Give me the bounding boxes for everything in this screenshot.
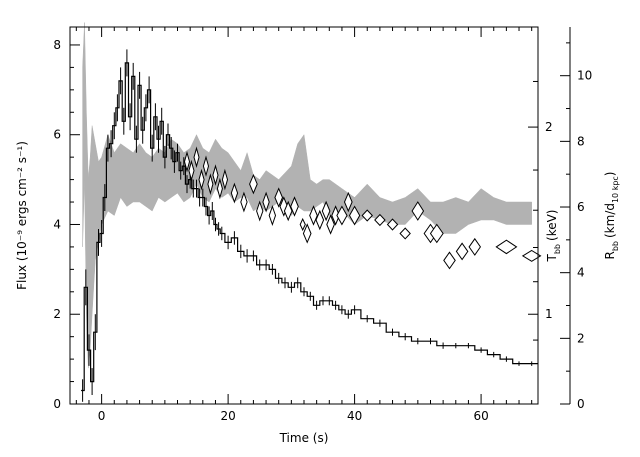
temperature-diamond [468,237,482,256]
temperature-diamond [198,168,205,191]
temperature-diamond [279,196,289,217]
temperature-diamond [290,196,299,217]
temp-title-sub: bb [553,244,562,254]
radius-band [82,22,532,369]
flux-histogram [81,62,538,392]
temp-title-unit: (keV) [545,210,559,241]
temperature-diamond [212,164,219,186]
temperature-diamond [399,227,411,240]
temperature-diamond [386,218,399,231]
x-tick-label: 40 [347,409,362,423]
temperature-diamond [274,187,284,208]
temperature-diamond [268,204,277,227]
radius-title-unit: (km/d [603,203,617,238]
temperature-diamond [256,200,264,222]
y-axis-temperature-title: Tbb (keV) [545,210,562,263]
y-left-tick-label: 0 [53,397,61,411]
temperature-diamond [309,205,318,226]
y-radius-tick-label: 4 [577,266,585,280]
temperature-diamond [299,217,306,232]
temperature-diamond [202,155,210,177]
y-radius-tick-label: 8 [577,134,585,148]
temperature-diamond [429,223,444,244]
temperature-diamond [326,214,335,235]
y-radius-tick-label: 6 [577,200,585,214]
radius-title-sub: bb [611,241,620,251]
radius-band-layer [82,22,532,369]
temperature-diamond [374,213,386,227]
temp-title-main: T [545,253,559,262]
y-left-tick-label: 6 [53,128,61,142]
temperature-diamond [249,173,258,195]
temperature-diamond [348,205,361,226]
temperature-diamond-layer [183,146,542,270]
flux-histogram-layer [81,49,538,402]
temperature-diamond [411,201,425,221]
y-left-tick-label: 8 [53,38,61,52]
x-tick-label: 20 [220,409,235,423]
temperature-diamond [343,191,353,213]
radius-title-unit-end: ) [603,171,617,176]
temperature-diamond [443,251,456,270]
temperature-diamond [216,177,223,200]
radius-title-unit-sub: 10 kpc [611,176,620,203]
y-left-tick-label: 2 [53,307,61,321]
x-tick-label: 0 [98,409,106,423]
temperature-diamond [321,200,331,222]
temperature-diamond [183,150,191,173]
y-axis-left-title: Flux (10⁻⁹ ergs cm⁻² s⁻¹) [15,141,29,290]
y-left-tick-label: 4 [53,217,61,231]
temperature-diamond [207,173,214,195]
x-axis-title: Time (s) [279,431,329,445]
temperature-diamond [302,223,312,244]
temperature-diamond [221,168,229,191]
temperature-diamond [240,191,248,213]
temperature-diamond [495,239,518,255]
temperature-diamond [193,146,200,168]
y-axis-radius-title: Rbb (km/d10 kpc) [603,171,620,259]
x-tick-label: 60 [473,409,488,423]
y-radius-tick-label: 0 [577,397,585,411]
temperature-diamond [188,159,195,182]
temperature-diamond [361,209,373,222]
radius-title-main: R [603,251,617,259]
y-radius-tick-label: 2 [577,331,585,345]
temperature-diamond [262,191,270,213]
temperature-diamond [336,205,348,226]
y-temp-tick-label: 2 [545,120,553,134]
temperature-diamond [230,182,239,204]
temperature-diamond [315,209,325,231]
temperature-diamond [455,242,469,261]
temperature-diamond [283,200,293,222]
y-temp-tick-label: 1 [545,307,553,321]
y-radius-tick-label: 10 [577,69,592,83]
